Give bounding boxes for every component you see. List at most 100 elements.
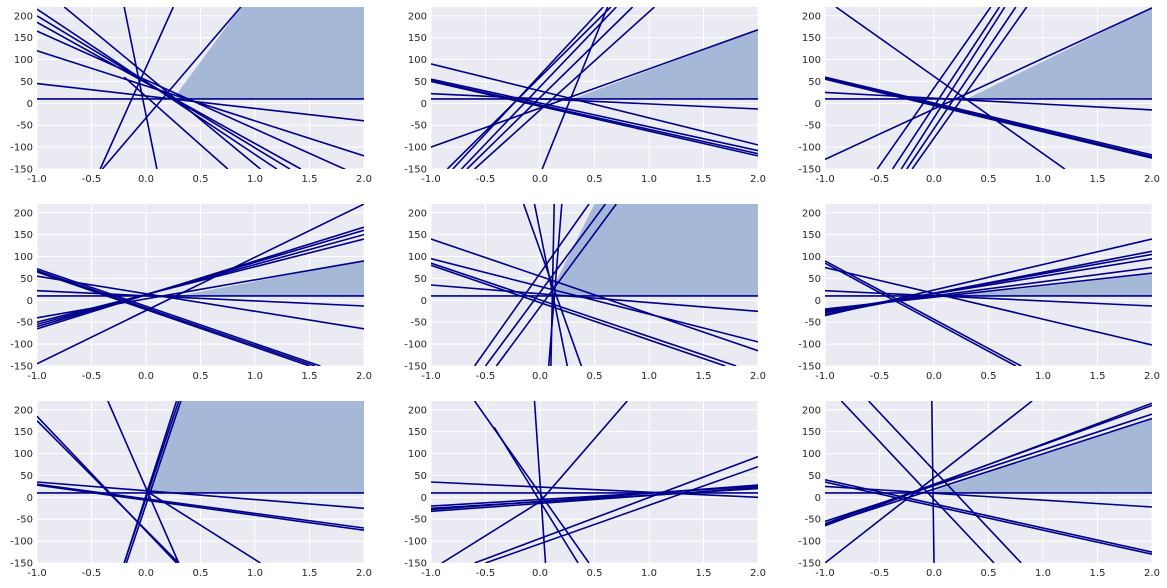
y-tick-label: 0: [421, 493, 427, 504]
x-tick-label: 1.0: [247, 568, 263, 579]
constraint-line: [145, 490, 261, 563]
x-tick-label: 1.0: [641, 174, 657, 185]
x-tick-label: 1.5: [302, 371, 318, 382]
constraint-line: [37, 275, 364, 330]
y-tick-label: -150: [404, 362, 427, 373]
subplot-7: -1.0 -0.5 0.0 0.5 1.0 1.5 2.0 -150 -100 -50 0 50 100…: [10, 401, 372, 579]
x-tick-label: 2.0: [1144, 371, 1160, 382]
constraint-line: [125, 401, 182, 563]
subplot-9: -1.0 -0.5 0.0 0.5 1.0 1.5 2.0 -150 -100 -50 0 50 100…: [798, 401, 1160, 579]
y-tick-label: 100: [802, 252, 821, 263]
constraint-line: [441, 501, 541, 563]
x-tick-label: -0.5: [870, 371, 890, 382]
feasible-region: [553, 204, 758, 296]
constraint-line: [37, 8, 278, 169]
x-tick-label: -0.5: [870, 568, 890, 579]
constraint-line: [825, 417, 1152, 526]
x-tick-label: 2.0: [750, 371, 766, 382]
x-tick-label: 1.0: [1035, 174, 1051, 185]
feasible-region: [966, 7, 1152, 99]
y-tick-label: 0: [815, 99, 821, 110]
y-tick-label: 150: [802, 230, 821, 241]
constraint-line: [825, 485, 1152, 508]
y-tick-label: 100: [14, 449, 33, 460]
y-tick-label: 50: [808, 77, 821, 88]
constraint-line: [825, 402, 1152, 527]
x-tick-label: 0.5: [981, 371, 997, 382]
x-tick-label: 0.0: [138, 568, 154, 579]
y-tick-label: 100: [802, 55, 821, 66]
constraint-line: [539, 401, 628, 503]
y-tick-label: 0: [421, 296, 427, 307]
x-tick-label: 2.0: [750, 174, 766, 185]
constraint-line: [533, 204, 569, 366]
y-tick-label: -100: [798, 143, 821, 154]
y-tick-label: 150: [802, 33, 821, 44]
subplot-6: -1.0 -0.5 0.0 0.5 1.0 1.5 2.0 -150 -100 -50 0 50 100…: [798, 204, 1160, 382]
x-tick-label: 0.0: [138, 174, 154, 185]
y-tick-label: -150: [10, 559, 33, 570]
x-tick-label: 2.0: [356, 568, 372, 579]
constraint-line: [37, 204, 364, 365]
x-tick-label: 0.0: [926, 371, 942, 382]
y-tick-label: 200: [802, 208, 821, 219]
x-tick-label: -0.5: [870, 174, 890, 185]
y-tick-label: 0: [27, 493, 33, 504]
y-tick-label: 200: [802, 405, 821, 416]
x-tick-label: 0.5: [587, 371, 603, 382]
y-tick-label: -150: [798, 165, 821, 176]
y-tick-label: -50: [17, 318, 33, 329]
x-tick-label: 1.5: [696, 568, 712, 579]
constraint-line: [37, 15, 291, 169]
constraint-line: [431, 264, 726, 366]
constraint-line: [37, 238, 364, 323]
constraint-line: [906, 7, 1017, 169]
x-tick-label: -0.5: [82, 568, 102, 579]
y-tick-label: -100: [10, 143, 33, 154]
y-tick-label: 50: [20, 77, 33, 88]
y-tick-label: 50: [414, 77, 427, 88]
x-tick-label: -0.5: [82, 371, 102, 382]
x-tick-label: 0.0: [532, 174, 548, 185]
x-tick-label: -1.0: [815, 568, 835, 579]
x-tick-label: 0.0: [926, 174, 942, 185]
y-tick-label: -150: [10, 165, 33, 176]
constraint-line: [900, 7, 1006, 169]
feasible-region: [173, 7, 364, 99]
y-tick-label: 150: [14, 33, 33, 44]
x-tick-label: -1.0: [421, 371, 441, 382]
constraint-line: [37, 50, 364, 157]
x-tick-label: 1.5: [1090, 568, 1106, 579]
constraint-line: [431, 92, 758, 110]
y-tick-label: 50: [808, 274, 821, 285]
x-tick-label: 0.0: [138, 371, 154, 382]
constraint-line: [431, 284, 758, 313]
x-tick-label: 0.5: [193, 371, 209, 382]
subplot-1: -1.0 -0.5 0.0 0.5 1.0 1.5 2.0 -150 -100 -50 0 50 100…: [10, 7, 372, 185]
y-tick-label: 50: [808, 471, 821, 482]
y-tick-label: 0: [27, 99, 33, 110]
y-tick-label: -150: [404, 165, 427, 176]
x-tick-label: 1.5: [1090, 174, 1106, 185]
constraint-line: [431, 481, 758, 499]
constraint-line: [431, 257, 758, 343]
constraint-line: [825, 77, 1152, 158]
y-tick-label: 150: [802, 427, 821, 438]
constraint-line: [431, 484, 758, 511]
y-tick-label: 50: [414, 471, 427, 482]
y-tick-label: 50: [20, 471, 33, 482]
y-tick-label: 150: [408, 427, 427, 438]
subplot-8: -1.0 -0.5 0.0 0.5 1.0 1.5 2.0 -150 -100 -50 0 50 100…: [404, 401, 766, 579]
y-tick-label: 150: [408, 33, 427, 44]
constraint-line: [123, 76, 229, 169]
y-tick-label: -100: [404, 537, 427, 548]
y-tick-label: 200: [408, 208, 427, 219]
constraint-line: [931, 401, 935, 563]
y-tick-label: 100: [408, 449, 427, 460]
constraint-line: [891, 7, 1001, 169]
constraint-line: [37, 483, 364, 529]
y-tick-label: 150: [14, 427, 33, 438]
constraint-line: [431, 80, 758, 157]
constraint-line: [431, 78, 758, 152]
